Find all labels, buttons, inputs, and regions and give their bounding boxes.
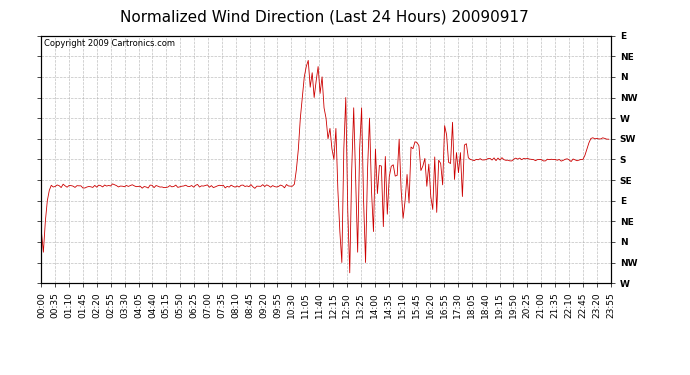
- Text: Copyright 2009 Cartronics.com: Copyright 2009 Cartronics.com: [44, 39, 175, 48]
- Text: Normalized Wind Direction (Last 24 Hours) 20090917: Normalized Wind Direction (Last 24 Hours…: [120, 9, 529, 24]
